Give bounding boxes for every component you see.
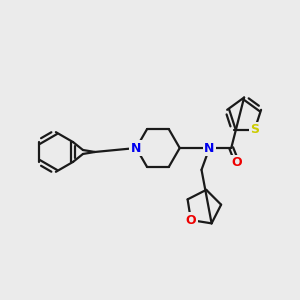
Text: N: N (204, 142, 214, 154)
Text: N: N (131, 142, 141, 154)
Text: O: O (186, 214, 196, 226)
Text: O: O (232, 156, 242, 170)
Text: S: S (250, 123, 259, 136)
